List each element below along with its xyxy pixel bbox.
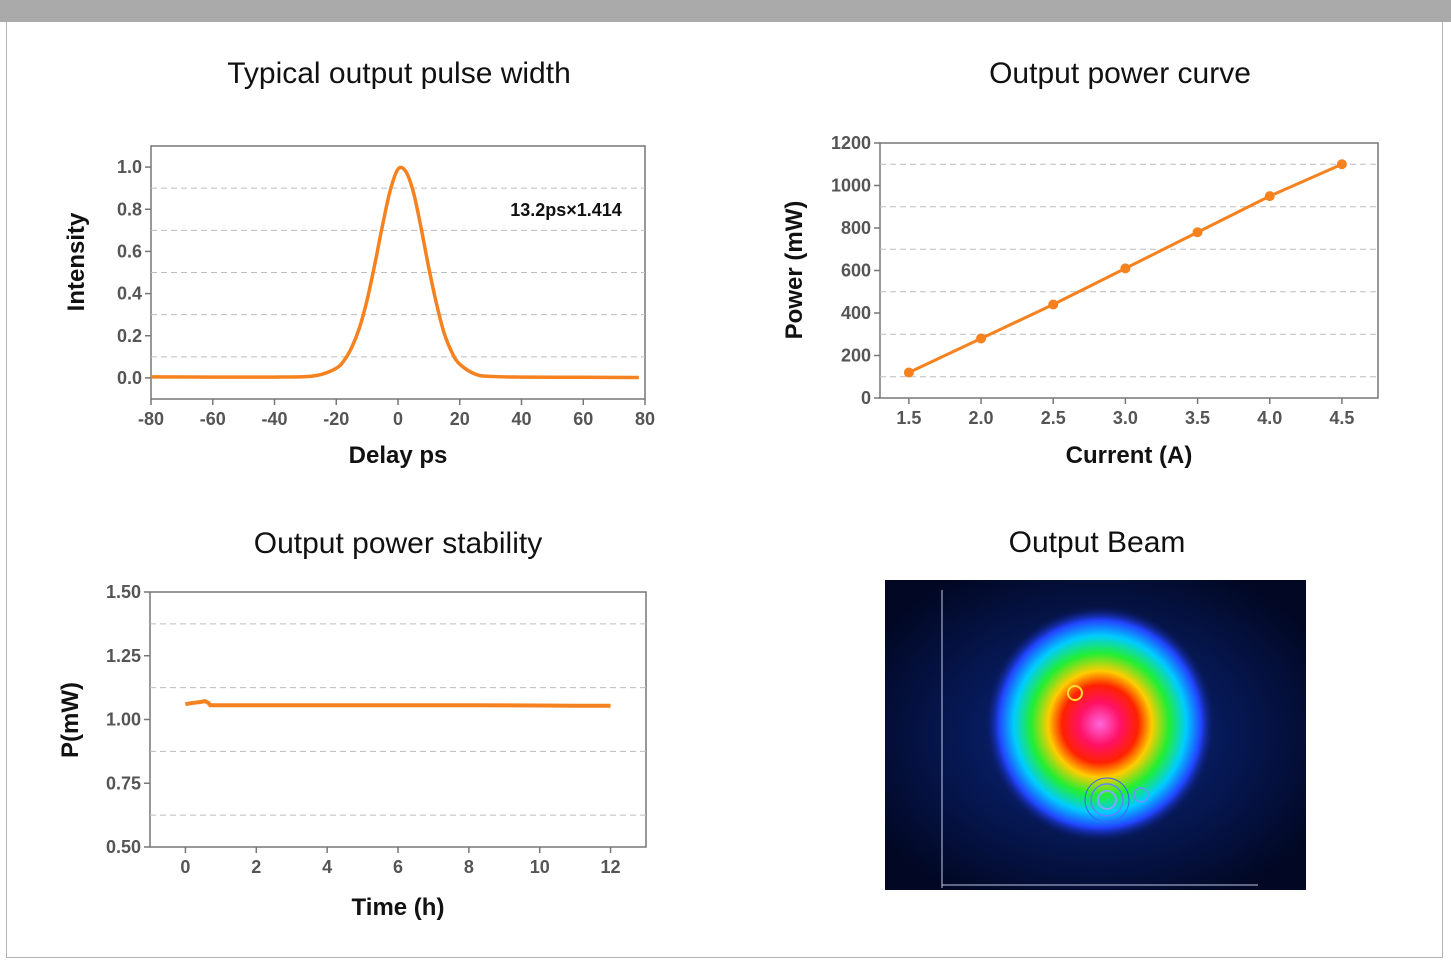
chart-title: Output power curve (989, 57, 1251, 90)
y-tick-label: 0.6 (117, 241, 142, 261)
x-tick-label: 3.0 (1113, 408, 1138, 428)
figure-frame (6, 22, 1443, 958)
power-markers (903, 159, 1347, 378)
x-tick-label: 6 (393, 857, 403, 877)
x-tick-label: 4 (322, 857, 332, 877)
x-tick-label: 0 (180, 857, 190, 877)
y-tick-label: 1200 (831, 133, 871, 153)
y-tick-label: 400 (841, 303, 871, 323)
x-tick-label: -60 (200, 409, 226, 429)
y-tick-label: 0 (861, 388, 871, 408)
data-point (1336, 159, 1347, 170)
chart-pulse: Typical output pulse width -80 -60 -40 -20 0… (63, 57, 655, 469)
y-tick-label: 0.2 (117, 326, 142, 346)
data-point (1192, 227, 1203, 238)
y-axis-label: Intensity (63, 212, 90, 311)
y-tick-label: 1000 (831, 176, 871, 196)
grid-lines (150, 623, 646, 816)
x-tick-label: 0 (393, 409, 403, 429)
y-tick-label: 0.4 (117, 284, 142, 304)
y-ticks: 0 200 400 600 800 1000 1200 (831, 133, 880, 408)
y-tick-label: 0.0 (117, 368, 142, 388)
x-tick-label: -20 (323, 409, 349, 429)
x-ticks: -80 -60 -40 -20 0 20 40 60 80 (138, 399, 655, 429)
x-tick-label: -80 (138, 409, 164, 429)
x-axis-label: Current (A) (1066, 442, 1193, 469)
x-tick-label: 40 (511, 409, 531, 429)
x-tick-label: 60 (573, 409, 593, 429)
x-tick-label: 8 (464, 857, 474, 877)
stability-series-line (185, 699, 611, 708)
y-tick-label: 200 (841, 346, 871, 366)
y-tick-label: 0.8 (117, 199, 142, 219)
x-tick-label: 10 (530, 857, 550, 877)
data-point (1264, 191, 1275, 202)
beam-title: Output Beam (1009, 526, 1186, 559)
x-tick-label: 2.5 (1041, 408, 1066, 428)
plot-frame (149, 591, 647, 848)
grid-lines (151, 187, 645, 358)
x-axis-label: Time (h) (352, 894, 445, 921)
chart-stability: Output power stability 0 2 4 6 8 10 12 0.50 0.7… (57, 527, 647, 921)
x-axis-label: Delay ps (349, 442, 448, 469)
x-tick-label: 80 (635, 409, 655, 429)
pulse-width-annotation: 13.2ps×1.414 (510, 200, 622, 220)
x-tick-label: -40 (261, 409, 287, 429)
y-tick-label: 800 (841, 218, 871, 238)
x-tick-label: 12 (601, 857, 621, 877)
y-ticks: 0.0 0.2 0.4 0.6 0.8 1.0 (117, 157, 151, 388)
y-tick-label: 1.25 (106, 646, 141, 666)
y-tick-label: 1.0 (117, 157, 142, 177)
y-ticks: 0.50 0.75 1.00 1.25 1.50 (106, 582, 150, 857)
x-ticks: 1.5 2.0 2.5 3.0 3.5 4.0 4.5 (896, 398, 1354, 428)
data-point (1048, 299, 1059, 310)
x-tick-label: 4.0 (1257, 408, 1282, 428)
y-tick-label: 0.75 (106, 773, 141, 793)
x-tick-label: 4.5 (1329, 408, 1354, 428)
y-tick-label: 0.50 (106, 837, 141, 857)
y-tick-label: 600 (841, 261, 871, 281)
x-tick-label: 3.5 (1185, 408, 1210, 428)
x-tick-label: 20 (450, 409, 470, 429)
x-ticks: 0 2 4 6 8 10 12 (180, 847, 621, 877)
y-axis-label: Power (mW) (781, 201, 808, 340)
y-axis-label: P(mW) (57, 682, 84, 758)
data-point (903, 367, 914, 378)
chart-title: Typical output pulse width (227, 57, 571, 90)
chart-title: Output power stability (254, 527, 542, 560)
top-bar (0, 0, 1451, 22)
x-tick-label: 2.0 (969, 408, 994, 428)
grid-lines (880, 163, 1378, 378)
data-point (976, 333, 987, 344)
data-point (1120, 263, 1131, 274)
y-tick-label: 1.50 (106, 582, 141, 602)
beam-panel: Output Beam (885, 526, 1306, 890)
chart-power: Output power curve 1.5 2.0 2.5 3.0 3.5 4.0 4.5… (781, 57, 1379, 469)
x-tick-label: 2 (251, 857, 261, 877)
beam-profile-image (885, 580, 1306, 890)
pulse-series-line (150, 165, 639, 380)
x-tick-label: 1.5 (896, 408, 921, 428)
y-tick-label: 1.00 (106, 710, 141, 730)
